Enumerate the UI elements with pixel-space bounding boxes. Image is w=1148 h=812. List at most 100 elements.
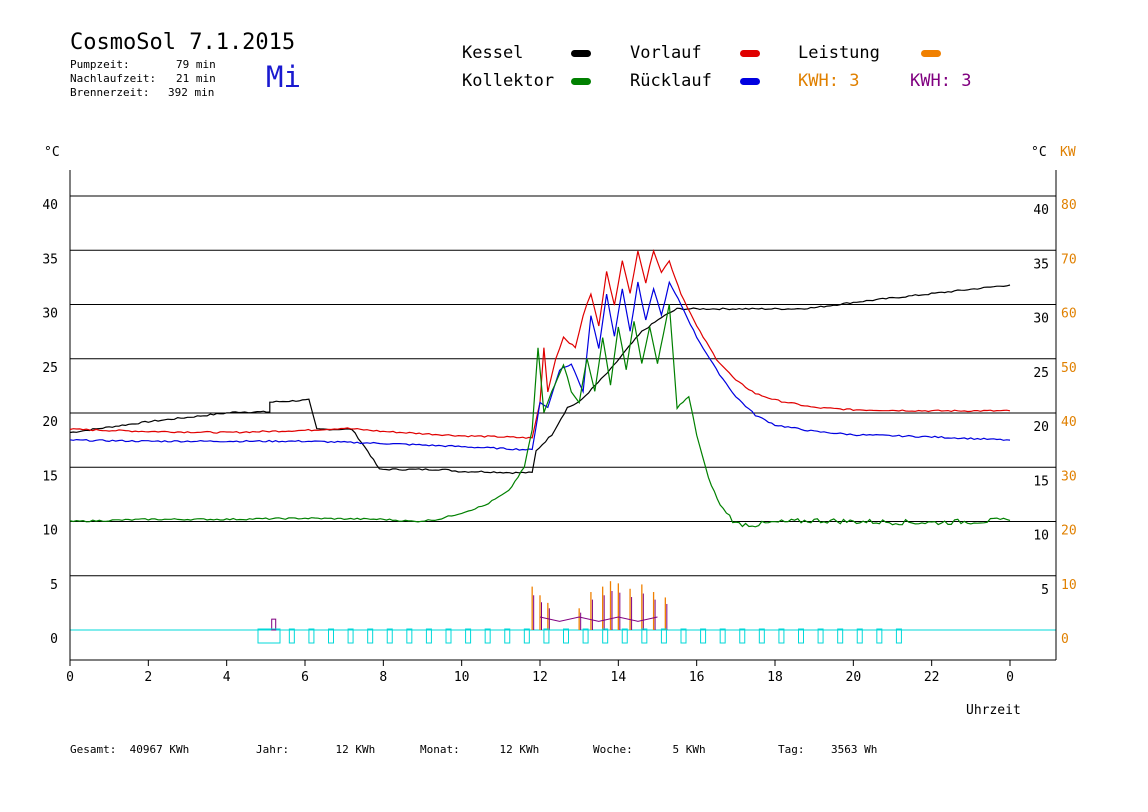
y-right-temp-tick-label: 20 — [1033, 420, 1049, 435]
pump-state-box — [386, 628, 393, 644]
y-left-tick-label: 30 — [42, 307, 58, 322]
footer-monat: Monat: 12 KWh — [420, 743, 540, 756]
x-tick-label: 14 — [611, 670, 627, 685]
legend-kwh-purple: KWH: 3 — [910, 71, 972, 91]
legend-kollektor-label: Kollektor — [462, 71, 555, 91]
x-tick-label: 16 — [689, 670, 705, 685]
x-tick-label: 4 — [223, 670, 231, 685]
weekday-label: Mi — [266, 60, 301, 94]
legend-kwh-orange: KWH: 3 — [798, 71, 860, 91]
y-right-temp-tick-label: 10 — [1033, 529, 1049, 544]
y-right-kw-tick-label: 70 — [1061, 252, 1077, 267]
x-tick-label: 18 — [767, 670, 783, 685]
footer-tag: Tag: 3563 Wh — [778, 743, 878, 756]
x-tick-label: 2 — [144, 670, 152, 685]
series-lines — [69, 248, 1011, 528]
pump-state-box — [602, 628, 609, 644]
y-right-temp-tick-label: 5 — [1041, 583, 1049, 598]
legend-leistung-label: Leistung — [798, 43, 880, 63]
legend-leistung-swatch — [921, 50, 941, 57]
y-right-temp-tick-label: 40 — [1033, 203, 1049, 218]
temperature-chart: °C °C KW 0510152025303540510152025303540… — [42, 145, 1076, 718]
series-line-vorlauf — [69, 248, 1011, 439]
y-right-kw-tick-label: 40 — [1061, 415, 1077, 430]
pump-state-box — [445, 628, 452, 644]
x-tick-label: 0 — [66, 670, 74, 685]
y-right-kw-tick-label: 20 — [1061, 524, 1077, 539]
legend-vorlauf-swatch — [740, 50, 760, 57]
y-right-temp-tick-label: 30 — [1033, 312, 1049, 327]
pump-state-box — [856, 628, 863, 644]
pump-state-box — [817, 628, 824, 644]
pump-state-box — [563, 628, 569, 644]
y-right-temp-tick-label: 35 — [1033, 257, 1049, 272]
x-tick-label: 8 — [379, 670, 387, 685]
x-axis-label: Uhrzeit — [966, 703, 1021, 718]
pump-state-box — [895, 628, 902, 644]
pump-state-box — [758, 628, 765, 644]
x-tick-label: 22 — [924, 670, 940, 685]
pump-state-box — [798, 628, 804, 644]
pump-state-box — [465, 628, 472, 644]
pump-state-box — [582, 628, 589, 644]
legend-ruecklauf-label: Rücklauf — [630, 71, 712, 91]
pump-state-box — [680, 628, 687, 644]
pump-state-box — [425, 628, 432, 644]
left-unit-label: °C — [44, 145, 60, 160]
pump-state-box — [328, 628, 334, 644]
x-tick-label: 20 — [846, 670, 862, 685]
x-tick-label: 0 — [1006, 670, 1014, 685]
pump-state-box — [641, 628, 648, 644]
y-left-tick-label: 0 — [50, 632, 58, 647]
pump-state-box — [523, 628, 530, 644]
y-right-kw-tick-label: 0 — [1061, 632, 1069, 647]
y-left-tick-label: 40 — [42, 198, 58, 213]
pump-state-box — [876, 628, 883, 644]
footer-woche: Woche: 5 KWh — [593, 743, 706, 756]
power-bump — [271, 618, 277, 631]
series-line-rücklauf — [69, 280, 1011, 451]
y-left-tick-label: 35 — [42, 252, 58, 267]
pump-state-box — [288, 628, 295, 644]
y-left-tick-label: 25 — [42, 361, 58, 376]
y-left-tick-label: 20 — [42, 415, 58, 430]
info-row: Pumpzeit: 79 min — [70, 58, 216, 71]
y-right-kw-tick-label: 10 — [1061, 578, 1077, 593]
pump-state-box — [700, 628, 707, 644]
power-trace — [539, 616, 658, 622]
info-row: Nachlaufzeit: 21 min — [70, 72, 216, 85]
legend-ruecklauf-swatch — [740, 78, 760, 85]
y-right-kw-tick-label: 30 — [1061, 469, 1077, 484]
y-right-kw-tick-label: 80 — [1061, 198, 1077, 213]
pump-state-box — [660, 628, 667, 644]
y-right-kw-tick-label: 60 — [1061, 307, 1077, 322]
y-left-tick-label: 15 — [42, 469, 58, 484]
tick-labels: 0510152025303540510152025303540010203040… — [42, 198, 1076, 685]
right-unit-label: °C — [1031, 145, 1047, 160]
power-panel — [257, 581, 902, 644]
runtime-info: Pumpzeit: 79 min Nachlaufzeit: 21 min Bren… — [70, 58, 216, 100]
y-right-temp-tick-label: 25 — [1033, 366, 1049, 381]
pump-state-box — [308, 628, 315, 644]
x-tick-label: 6 — [301, 670, 309, 685]
pump-state-box — [543, 628, 550, 644]
series-line-kessel — [69, 284, 1011, 475]
series-line-kollektor — [69, 303, 1011, 528]
info-row: Brennerzeit: 392 min — [70, 86, 215, 99]
pump-state-box — [367, 628, 374, 644]
chart-title: CosmoSol 7.1.2015 — [70, 30, 296, 55]
pump-state-box — [739, 628, 746, 644]
axes — [69, 170, 1057, 666]
legend-vorlauf-label: Vorlauf — [630, 43, 702, 63]
y-left-tick-label: 10 — [42, 524, 58, 539]
footer-gesamt: Gesamt: 40967 KWh — [70, 743, 190, 756]
legend-kessel-label: Kessel — [462, 43, 524, 63]
right-kw-unit-label: KW — [1060, 145, 1076, 160]
y-right-temp-tick-label: 15 — [1033, 474, 1049, 489]
pump-state-box — [621, 628, 628, 644]
legend-kollektor-swatch — [571, 78, 591, 85]
y-left-tick-label: 5 — [50, 578, 58, 593]
pump-state-box — [719, 628, 726, 644]
footer-jahr: Jahr: 12 KWh — [256, 743, 376, 756]
x-tick-label: 10 — [454, 670, 470, 685]
